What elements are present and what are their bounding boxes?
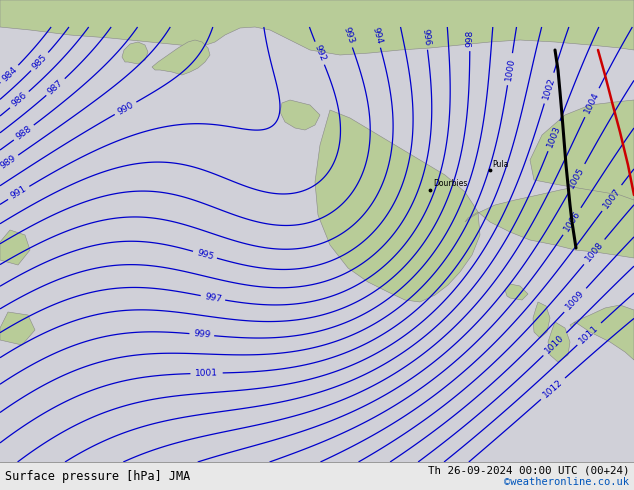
Polygon shape — [530, 100, 634, 200]
Polygon shape — [505, 284, 528, 300]
Text: Pula: Pula — [492, 160, 508, 169]
Text: 1010: 1010 — [543, 333, 566, 355]
Text: 1011: 1011 — [578, 323, 600, 345]
Polygon shape — [152, 40, 210, 75]
Text: 992: 992 — [313, 44, 327, 63]
Bar — [0, 462, 634, 490]
Text: Surface pressure [hPa] JMA: Surface pressure [hPa] JMA — [5, 469, 190, 483]
Text: 1006: 1006 — [562, 209, 582, 233]
Text: 998: 998 — [465, 30, 474, 48]
Text: 989: 989 — [0, 154, 18, 171]
Text: 995: 995 — [195, 248, 214, 261]
Text: 1002: 1002 — [541, 76, 557, 100]
Text: 997: 997 — [204, 292, 222, 304]
Text: 1008: 1008 — [583, 240, 605, 264]
Polygon shape — [0, 312, 35, 345]
Polygon shape — [315, 110, 480, 302]
Text: 996: 996 — [420, 28, 432, 47]
Polygon shape — [548, 322, 570, 362]
Text: 985: 985 — [30, 52, 49, 71]
Polygon shape — [122, 42, 148, 64]
Polygon shape — [533, 302, 550, 338]
Text: 1000: 1000 — [504, 57, 516, 81]
Polygon shape — [0, 0, 634, 55]
Text: 988: 988 — [14, 124, 34, 141]
Polygon shape — [0, 230, 30, 265]
Text: ©weatheronline.co.uk: ©weatheronline.co.uk — [504, 477, 629, 487]
Text: Th 26-09-2024 00:00 UTC (00+24): Th 26-09-2024 00:00 UTC (00+24) — [427, 465, 629, 475]
Text: Dourbies: Dourbies — [433, 179, 467, 188]
Text: 991: 991 — [9, 185, 29, 201]
Text: 986: 986 — [10, 91, 29, 109]
Polygon shape — [570, 305, 634, 360]
Text: 993: 993 — [341, 26, 356, 46]
Text: 1009: 1009 — [564, 289, 586, 312]
Text: 1005: 1005 — [567, 166, 586, 190]
Text: 987: 987 — [46, 78, 65, 96]
Text: 1012: 1012 — [541, 378, 564, 400]
Text: 1003: 1003 — [546, 124, 562, 148]
Text: 994: 994 — [370, 26, 384, 45]
Text: 999: 999 — [193, 329, 210, 340]
Bar — [0, 27, 634, 462]
Text: 1004: 1004 — [583, 90, 601, 115]
Polygon shape — [280, 100, 320, 130]
Polygon shape — [465, 180, 634, 258]
Text: 984: 984 — [0, 65, 19, 83]
Text: 990: 990 — [116, 100, 135, 117]
Text: 1001: 1001 — [195, 368, 218, 378]
Text: 1007: 1007 — [601, 186, 623, 210]
